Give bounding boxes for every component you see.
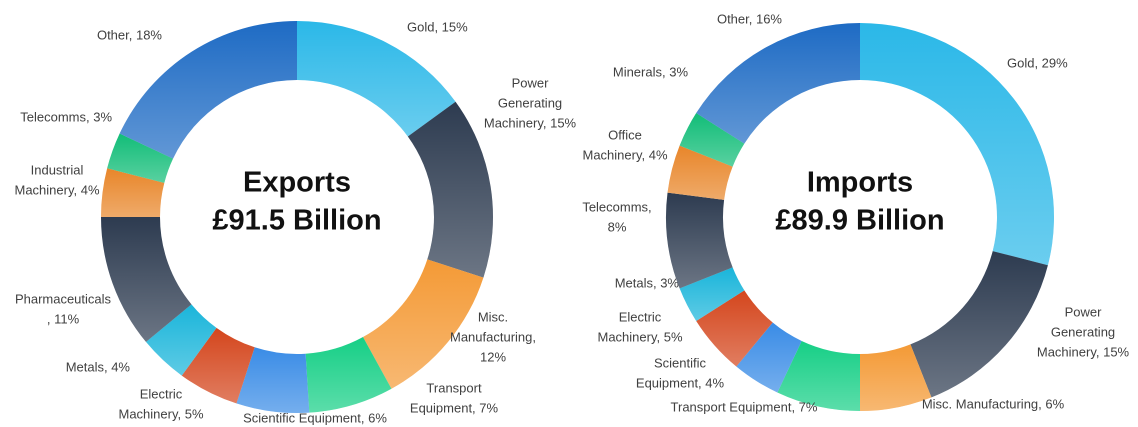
slice xyxy=(363,259,484,389)
slice-label: 8% xyxy=(608,219,627,234)
slice-label: Transport xyxy=(426,380,482,395)
slice-label: Machinery, 4% xyxy=(14,182,99,197)
slice-label: Machinery, 15% xyxy=(1037,344,1130,359)
slice-label: Other, 16% xyxy=(717,11,782,26)
slice-label: Metals, 4% xyxy=(66,359,131,374)
slice-label: 12% xyxy=(480,349,506,364)
slice-label: Generating xyxy=(498,95,562,110)
slice-label: Transport Equipment, 7% xyxy=(671,399,818,414)
slice-label: Manufacturing, xyxy=(450,329,536,344)
slice-label: Equipment, 7% xyxy=(410,400,499,415)
slice-label: Power xyxy=(1065,304,1103,319)
slice-label: Machinery, 4% xyxy=(582,147,667,162)
slice-label: , 11% xyxy=(47,311,80,326)
slice-label: Equipment, 4% xyxy=(636,375,725,390)
slice-label: Machinery, 5% xyxy=(118,406,203,421)
slice-label: Electric xyxy=(140,386,183,401)
chart-subtitle: £89.9 Billion xyxy=(775,205,944,237)
chart-subtitle: £91.5 Billion xyxy=(212,205,381,237)
slice-label: Generating xyxy=(1051,324,1115,339)
slice-label: Gold, 29% xyxy=(1007,55,1068,70)
slice-label: Office xyxy=(608,127,642,142)
slice-label: Telecomms, xyxy=(582,199,651,214)
slice xyxy=(910,251,1048,398)
slice-label: Gold, 15% xyxy=(407,19,468,34)
slice-label: Minerals, 3% xyxy=(613,64,689,79)
slice-label: Machinery, 5% xyxy=(597,329,682,344)
slice-label: Misc. xyxy=(478,309,508,324)
slice-label: Power xyxy=(512,75,550,90)
slice-label: Pharmaceuticals xyxy=(15,291,112,306)
slice xyxy=(696,23,860,144)
slice-label: Misc. Manufacturing, 6% xyxy=(922,396,1065,411)
slice-label: Scientific xyxy=(654,355,707,370)
slice xyxy=(407,101,493,278)
slice-label: Metals, 3% xyxy=(615,275,680,290)
chart-title: Exports xyxy=(243,167,351,199)
chart-title: Imports xyxy=(807,167,913,199)
slice-label: Machinery, 15% xyxy=(484,115,577,130)
slice-label: Scientific Equipment, 6% xyxy=(243,410,387,425)
slice-label: Other, 18% xyxy=(97,27,162,42)
slice-label: Industrial xyxy=(31,162,84,177)
slice-label: Telecomms, 3% xyxy=(20,109,112,124)
slice-label: Electric xyxy=(619,309,662,324)
